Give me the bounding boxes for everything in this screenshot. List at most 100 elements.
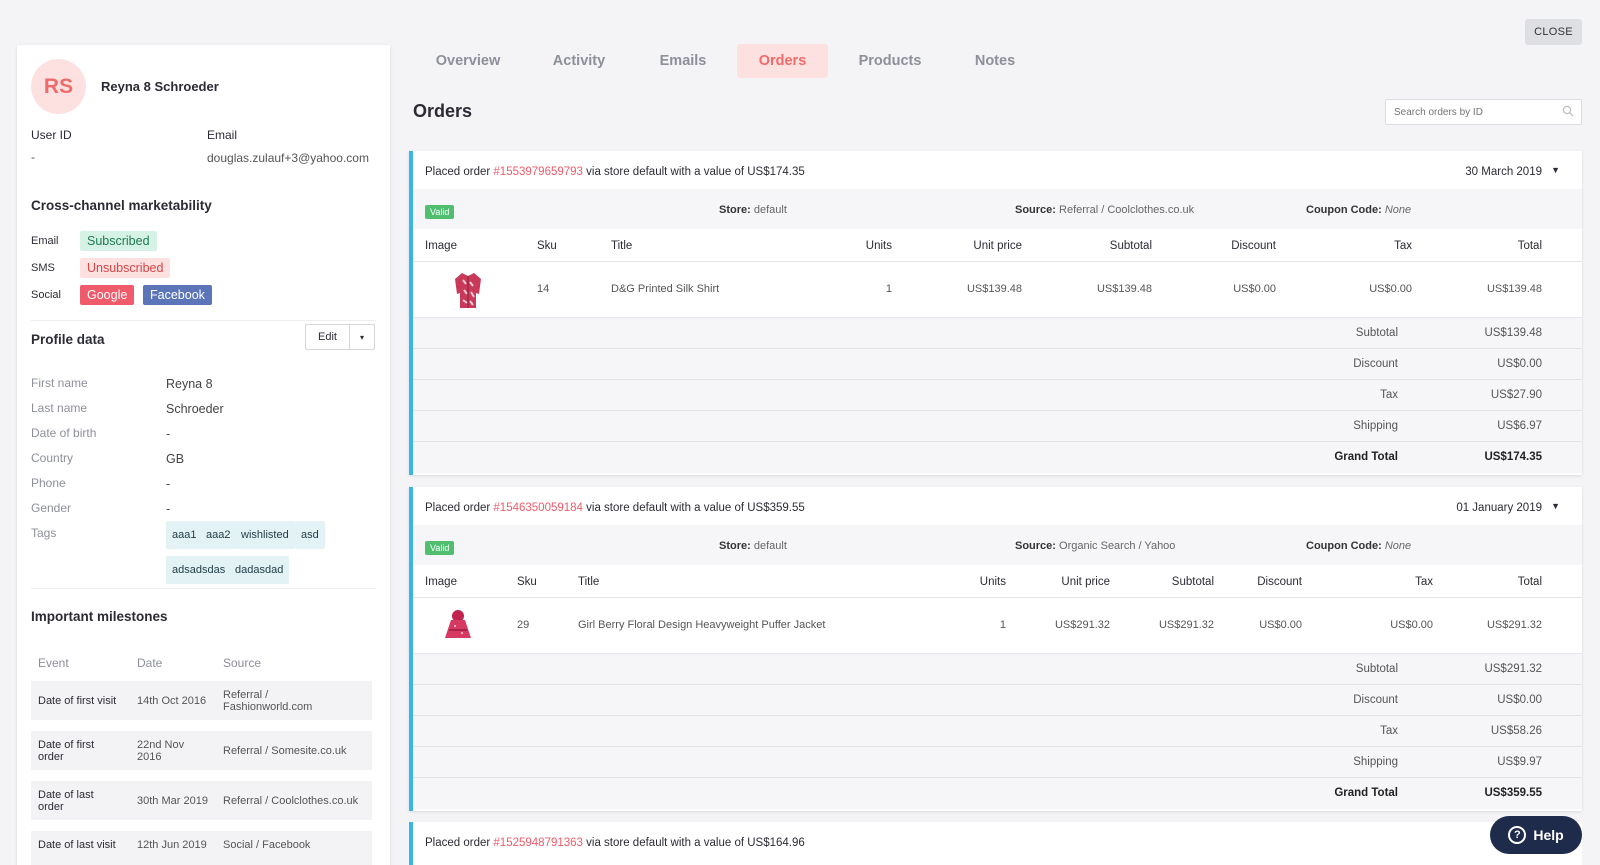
order-id-link[interactable]: #1546350059184 [493,502,583,514]
tab-notes[interactable]: Notes [974,53,1016,69]
sms-status-badge: Unsubscribed [80,258,171,278]
tab-products[interactable]: Products [858,53,922,69]
tab-orders[interactable]: Orders [737,44,828,78]
column-header: Total [1517,240,1542,252]
column-header: Tax [1415,576,1433,588]
tags-label: Tags [31,526,57,540]
column-header: Sku [537,240,557,252]
user-id-value: - [31,150,35,164]
email-label: Email [207,128,238,142]
search-icon[interactable] [1562,105,1574,117]
phone-value: - [166,477,171,491]
order-store: Store: default [719,540,787,552]
column-header: Subtotal [1171,576,1214,588]
tab-activity[interactable]: Activity [552,53,606,69]
phone-label: Phone [31,476,66,490]
column-header: Unit price [1061,576,1110,588]
tag: aaa2 [200,521,237,549]
status-badge: Valid [425,205,455,219]
order-meta: Valid Store: default Source: Referral / … [413,189,1582,229]
edit-button[interactable]: Edit [306,325,350,349]
sms-channel-label: SMS [31,262,55,274]
order-store: Store: default [719,204,787,216]
milestone-row: Date of last visit 12th Jun 2019 Social … [31,831,372,865]
chevron-down-icon[interactable]: ▼ [1551,501,1560,511]
discount-cell: US$0.00 [1233,283,1276,295]
summary-row: Subtotal US$139.48 [413,318,1582,349]
country-label: Country [31,451,74,465]
summary-row: Tax US$27.90 [413,380,1582,411]
gender-label: Gender [31,501,72,515]
tag: asd [295,521,325,549]
title-cell[interactable]: Girl Berry Floral Design Heavyweight Puf… [578,619,826,631]
help-label: Help [1533,827,1564,843]
milestone-row: Date of last order 30th Mar 2019 Referra… [31,781,372,820]
milestone-event: Date of first visit [38,695,117,707]
milestone-row: Date of first visit 14th Oct 2016 Referr… [31,681,372,720]
chevron-down-icon[interactable]: ▼ [1551,165,1560,175]
summary-row: Subtotal US$291.32 [413,654,1582,685]
milestone-source: Social / Facebook [223,839,311,851]
order-card: Placed order #1525948791363 via store de… [409,822,1582,865]
subtotal-cell: US$291.32 [1158,619,1214,631]
column-header: Subtotal [1109,240,1152,252]
tab-overview[interactable]: Overview [435,53,501,69]
profile-panel: RS Reyna 8 Schroeder User ID - Email dou… [17,45,390,865]
order-meta: Valid Store: default Source: Organic Sea… [413,525,1582,565]
milestone-header-event: Event [38,656,69,670]
tax-cell: US$0.00 [1369,283,1412,295]
order-card: Placed order #1553979659793 via store de… [409,151,1582,475]
page-title: Orders [413,101,473,121]
summary-row: Shipping US$9.97 [413,747,1582,778]
search-input[interactable] [1386,100,1556,124]
dob-value: - [166,427,171,441]
user-name: Reyna 8 Schroeder [101,79,219,94]
column-header: Discount [1257,576,1302,588]
milestone-event: Date of last order [38,789,94,813]
summary-row: Discount US$0.00 [413,685,1582,716]
milestone-header-date: Date [137,656,163,670]
units-cell: 1 [999,619,1006,631]
summary-row: Tax US$58.26 [413,716,1582,747]
order-id-link[interactable]: #1525948791363 [493,837,583,849]
column-header: Image [425,576,457,588]
edit-button-group: Edit ▾ [305,324,375,350]
milestone-date: 22nd Nov 2016 [137,739,185,763]
total-cell: US$291.32 [1486,619,1542,631]
order-coupon: Coupon Code: None [1306,204,1412,216]
order-heading: Placed order #1553979659793 via store de… [425,166,805,178]
milestones-title: Important milestones [31,609,168,624]
tag: dadasdad [229,556,290,584]
sku-cell: 29 [517,619,530,631]
column-header: Tax [1394,240,1412,252]
order-heading: Placed order #1525948791363 via store de… [425,837,805,849]
milestone-event: Date of first order [38,739,95,763]
status-badge: Valid [425,541,455,555]
order-date[interactable]: 30 March 2019 [1465,166,1542,178]
last-name-label: Last name [31,401,88,415]
order-source: Source: Referral / Coolclothes.co.uk [1015,204,1195,216]
social-channel-label: Social [31,289,61,301]
email-channel-label: Email [31,235,59,247]
milestone-row: Date of first order 22nd Nov 2016 Referr… [31,731,372,770]
title-cell[interactable]: D&G Printed Silk Shirt [611,283,720,295]
search-box [1385,99,1582,125]
order-id-link[interactable]: #1553979659793 [493,166,583,178]
milestone-date: 12th Jun 2019 [137,839,207,851]
close-button[interactable]: CLOSE [1525,19,1582,45]
order-coupon: Coupon Code: None [1306,540,1412,552]
google-badge: Google [80,285,135,305]
tab-emails[interactable]: Emails [659,53,707,69]
last-name-value: Schroeder [166,402,224,416]
subtotal-cell: US$139.48 [1096,283,1152,295]
column-header: Units [865,240,892,252]
chevron-down-icon[interactable]: ▾ [359,332,364,342]
milestone-date: 30th Mar 2019 [137,795,208,807]
summary-row: Discount US$0.00 [413,349,1582,380]
order-card: Placed order #1546350059184 via store de… [409,487,1582,811]
column-header: Sku [517,576,537,588]
column-header: Units [979,576,1006,588]
help-button[interactable]: ? Help [1490,816,1582,854]
unit-price-cell: US$291.32 [1054,619,1110,631]
order-date[interactable]: 01 January 2019 [1456,502,1542,514]
